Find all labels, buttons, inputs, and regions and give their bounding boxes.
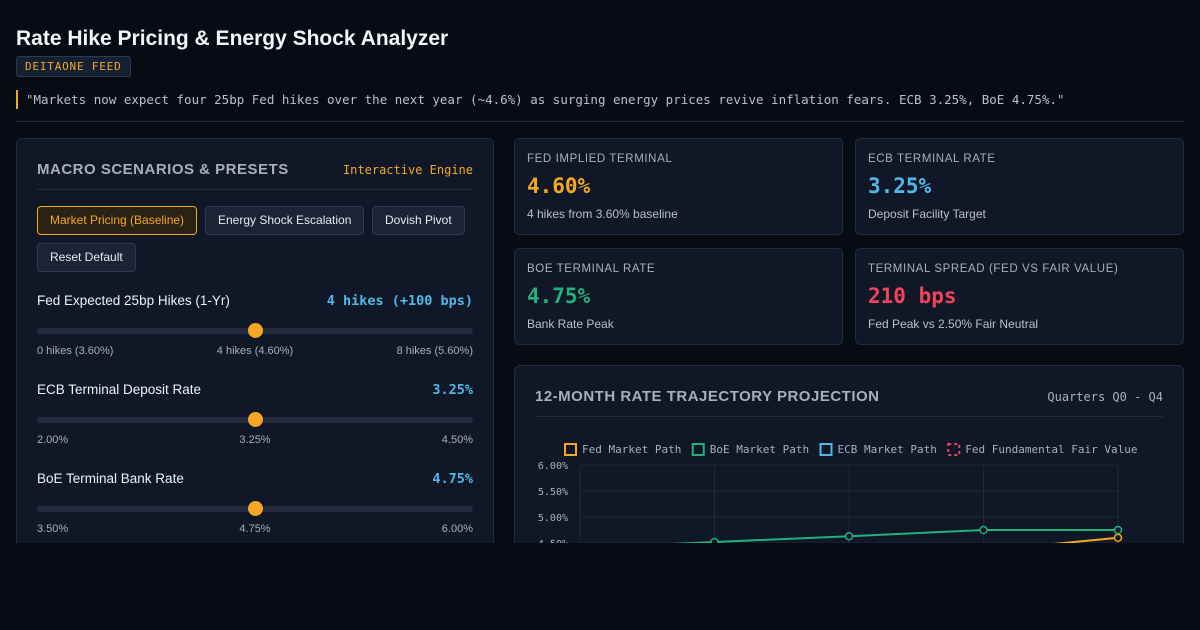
chart-quarters-tag: Quarters Q0 - Q4 [1047,390,1163,404]
fed-hikes-slider[interactable] [37,323,473,338]
legend-label: Fed Fundamental Fair Value [965,443,1137,456]
y-tick-label: 5.00% [538,513,568,524]
boe-rate-tick-max: 6.00% [441,523,473,535]
boe-rate-tick-min: 3.50% [37,523,69,535]
ecb-rate-tick-max: 4.50% [441,434,473,446]
boe-rate-slider-thumb[interactable] [247,501,263,516]
page-title: Rate Hike Pricing & Energy Shock Analyze… [16,27,449,50]
metric-sub: Fed Peak vs 2.50% Fair Neutral [868,317,1039,331]
boe-rate-label: BoE Terminal Bank Rate [37,471,184,486]
trajectory-chart-panel: 12-MONTH RATE TRAJECTORY PROJECTION Quar… [514,365,1184,558]
scenarios-divider [37,189,473,190]
metric-sub: 4 hikes from 3.60% baseline [527,207,678,221]
legend-label: Fed Market Path [582,443,681,456]
legend-swatch [819,443,833,456]
ecb-rate-tick-mid: 3.25% [239,434,271,446]
fed-hikes-tick-mid: 4 hikes (4.60%) [216,345,294,357]
metric-label: BOE TERMINAL RATE [527,263,656,275]
y-tick-label: 6.00% [538,461,568,472]
metric-label: FED IMPLIED TERMINAL [527,153,673,165]
data-point [1113,533,1123,543]
boe-rate-slider[interactable] [37,501,473,516]
headline-quote: "Markets now expect four 25bp Fed hikes … [16,90,1065,109]
ecb-rate-slider-thumb[interactable] [247,412,263,427]
metric-sub: Bank Rate Peak [527,317,614,331]
metric-value: 4.60% [527,174,591,198]
ecb-rate-slider[interactable] [37,412,473,427]
fed-hikes-slider-thumb[interactable] [247,323,263,338]
reset-default-button[interactable]: Reset Default [37,243,136,272]
data-point [844,531,854,541]
fed-hikes-tick-max: 8 hikes (5.60%) [396,345,473,357]
scenarios-title: MACRO SCENARIOS & PRESETS [37,161,289,178]
ecb-rate-value: 3.25% [432,382,473,398]
fed-hikes-value: 4 hikes (+100 bps) [326,293,473,309]
metric-sub: Deposit Facility Target [868,207,986,221]
header-divider [16,121,1184,122]
ecb-rate-label: ECB Terminal Deposit Rate [37,382,202,397]
y-tick-label: 5.50% [538,487,568,498]
data-point [979,525,988,535]
legend-swatch [947,443,961,456]
boe-rate-tick-mid: 4.75% [239,523,271,535]
ecb-rate-tick-min: 2.00% [37,434,69,446]
preset-market-pricing-button[interactable]: Market Pricing (Baseline) [37,206,198,235]
preset-dovish-pivot-button[interactable]: Dovish Pivot [372,206,465,235]
preset-energy-shock-button[interactable]: Energy Shock Escalation [205,206,365,235]
boe-terminal-card: BOE TERMINAL RATE 4.75% Bank Rate Peak [514,248,843,345]
metric-label: TERMINAL SPREAD (FED VS FAIR VALUE) [868,263,1119,275]
legend-swatch [564,443,577,456]
legend-label: BoE Market Path [710,443,809,456]
metric-label: ECB TERMINAL RATE [868,153,996,165]
terminal-spread-card: TERMINAL SPREAD (FED VS FAIR VALUE) 210 … [855,248,1184,345]
boe-rate-value: 4.75% [432,471,473,487]
interactive-engine-tag: Interactive Engine [342,163,473,177]
legend-swatch [691,443,705,456]
fed-terminal-card: FED IMPLIED TERMINAL 4.60% 4 hikes from … [514,138,843,235]
feed-badge: DEITAONE FEED [16,56,131,77]
metric-value: 4.75% [527,284,591,308]
legend-label: ECB Market Path [838,443,937,456]
ecb-terminal-card: ECB TERMINAL RATE 3.25% Deposit Facility… [855,138,1184,235]
scenarios-panel: MACRO SCENARIOS & PRESETS Interactive En… [16,138,494,558]
fed-hikes-tick-min: 0 hikes (3.60%) [37,345,114,357]
bottom-fade [0,543,1200,630]
chart-title: 12-MONTH RATE TRAJECTORY PROJECTION [535,388,880,405]
metric-value: 3.25% [868,174,932,198]
metric-value: 210 bps [868,284,957,308]
data-point [1113,525,1123,535]
chart-divider [535,416,1163,417]
fed-hikes-label: Fed Expected 25bp Hikes (1-Yr) [37,293,230,308]
